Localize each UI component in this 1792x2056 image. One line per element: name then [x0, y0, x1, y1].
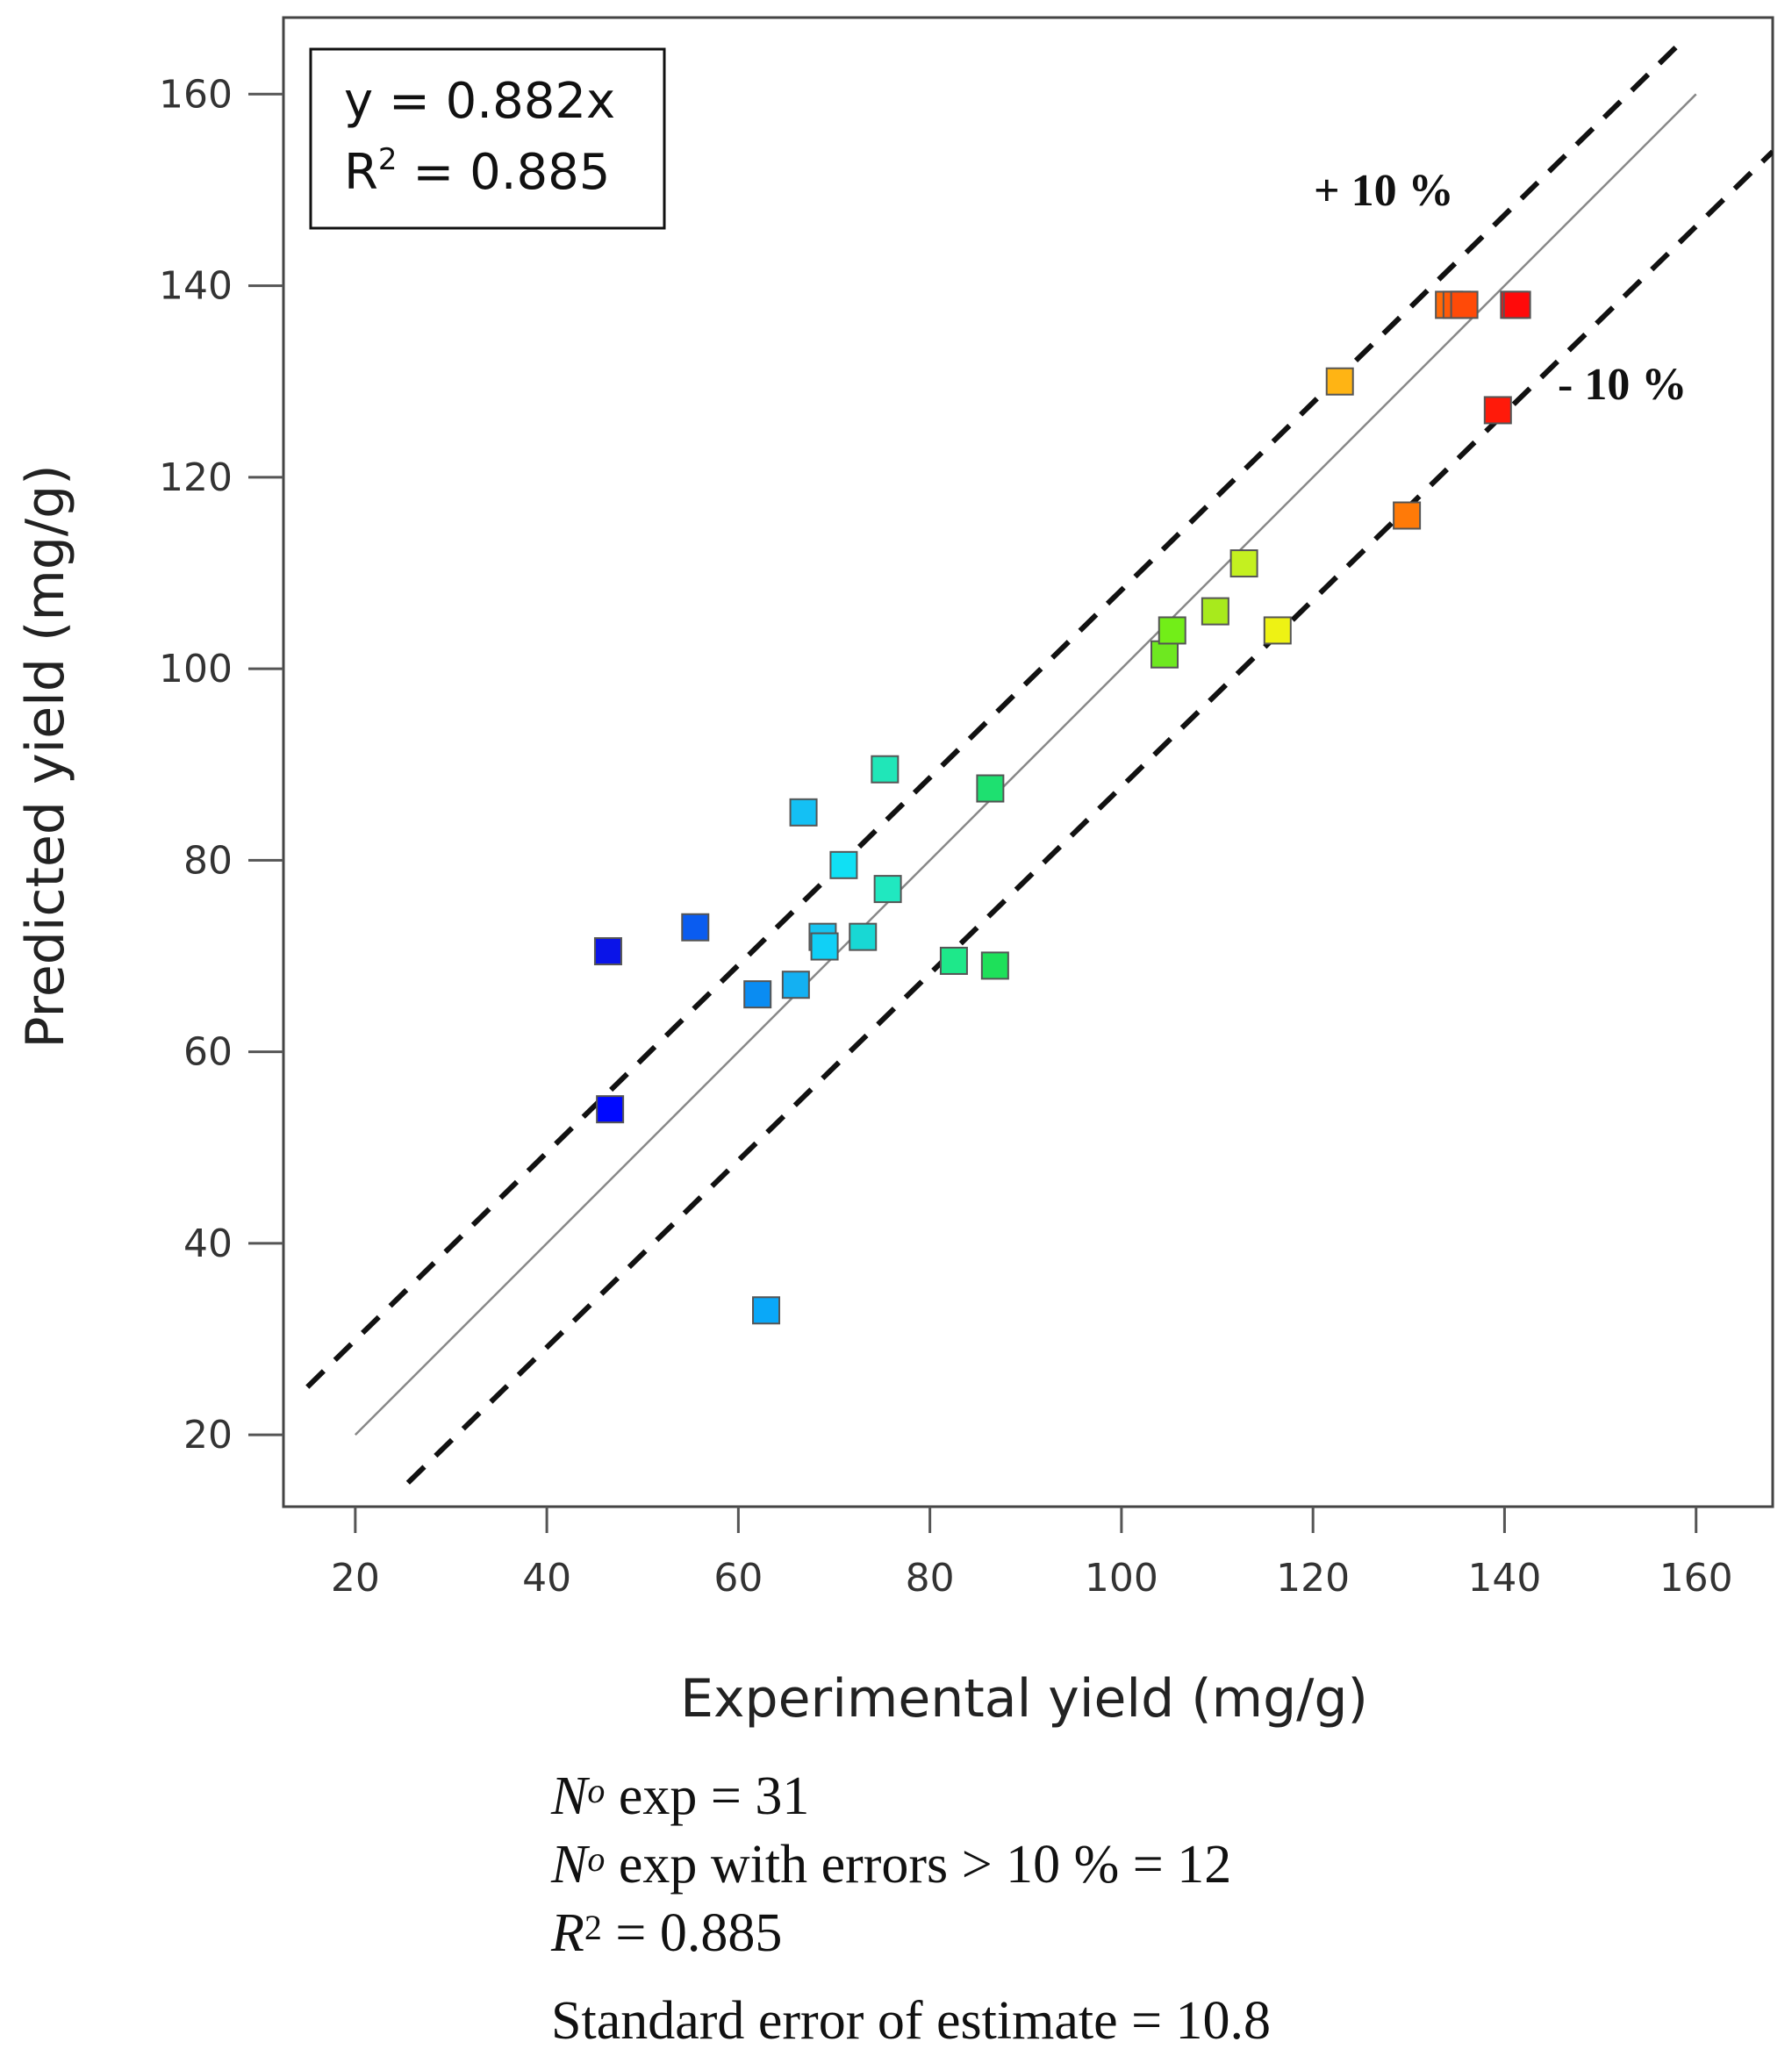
x-tick-label: 160	[1659, 1556, 1733, 1601]
data-point	[871, 755, 900, 784]
x-tick-label: 100	[1085, 1556, 1158, 1601]
data-point	[752, 1296, 781, 1325]
data-point	[743, 980, 772, 1009]
upper-band-label: + 10 %	[1314, 166, 1454, 216]
standard-error-stat: Standard error of estimate = 10.8	[551, 1991, 1272, 2051]
x-tick-label: 60	[713, 1556, 763, 1601]
data-point	[1502, 290, 1531, 319]
data-point	[781, 971, 810, 999]
y-tick-label: 140	[159, 264, 233, 309]
data-point	[1158, 616, 1186, 645]
data-point	[980, 951, 1009, 980]
data-point	[829, 850, 858, 879]
data-point	[849, 922, 878, 951]
data-point	[810, 932, 839, 961]
data-point	[1325, 367, 1354, 396]
r-squared-prefix: R	[344, 144, 378, 201]
data-point	[1393, 501, 1422, 530]
y-tick-label: 40	[183, 1221, 233, 1266]
data-point	[593, 937, 622, 966]
n-err-sup: o	[587, 1839, 606, 1879]
y-tick-label: 160	[159, 72, 233, 117]
n-exp-sup: o	[587, 1771, 606, 1810]
x-axis: 20 40 60 80 100 120 140 160	[331, 1507, 1733, 1601]
data-point	[939, 946, 968, 975]
data-point	[976, 774, 1005, 803]
y-tick-label: 20	[183, 1413, 233, 1458]
y-tick-label: 60	[183, 1030, 233, 1075]
y-tick-label: 120	[159, 455, 233, 500]
upper-10-percent-line	[305, 44, 1679, 1389]
error-count: No exp with errors > 10 % = 12	[551, 1830, 1271, 1899]
y-axis-title: Predicted yield (mg/g)	[15, 464, 76, 1048]
x-tick-label: 120	[1276, 1556, 1350, 1601]
data-point	[1150, 640, 1179, 669]
y-tick-label: 80	[183, 838, 233, 883]
lower-10-percent-line	[405, 149, 1773, 1485]
n-err-prefix: N	[551, 1835, 588, 1895]
equation-box-frame	[309, 47, 666, 230]
r2-prefix: R	[551, 1903, 584, 1963]
data-point	[789, 798, 818, 827]
experiment-count: No exp = 31	[551, 1762, 1271, 1830]
r2-sup: 2	[584, 1908, 602, 1947]
data-point	[596, 1095, 625, 1124]
data-point	[681, 913, 710, 942]
r-squared-text: R2 = 0.885	[344, 142, 610, 201]
statistics-panel: No exp = 31 No exp with errors > 10 % = …	[551, 1762, 1271, 2055]
r-squared-stat: R2 = 0.885	[551, 1899, 1271, 1967]
y-tick-label: 100	[159, 647, 233, 691]
r-squared-value: = 0.885	[398, 144, 611, 201]
x-tick-label: 140	[1467, 1556, 1541, 1601]
r2-text: = 0.885	[601, 1903, 783, 1963]
data-point	[1201, 597, 1229, 626]
y-axis: 20 40 60 80 100 120 140 160	[159, 72, 283, 1458]
equation-box: y = 0.882x R2 = 0.885	[309, 47, 666, 230]
data-point	[1450, 290, 1479, 319]
x-axis-title: Experimental yield (mg/g)	[680, 1668, 1368, 1730]
x-tick-label: 40	[522, 1556, 571, 1601]
data-point	[1483, 396, 1512, 425]
n-exp-text: exp = 31	[605, 1766, 810, 1826]
n-err-text: exp with errors > 10 % = 12	[605, 1835, 1232, 1895]
r-squared-sup: 2	[378, 142, 398, 177]
data-point	[873, 875, 902, 904]
x-tick-label: 20	[331, 1556, 380, 1601]
n-exp-prefix: N	[551, 1766, 588, 1826]
x-tick-label: 80	[906, 1556, 955, 1601]
data-point	[1263, 616, 1292, 645]
data-points	[593, 290, 1531, 1325]
equation-text: y = 0.882x	[344, 73, 615, 130]
lower-band-label: - 10 %	[1558, 360, 1687, 410]
data-point	[1229, 549, 1258, 578]
